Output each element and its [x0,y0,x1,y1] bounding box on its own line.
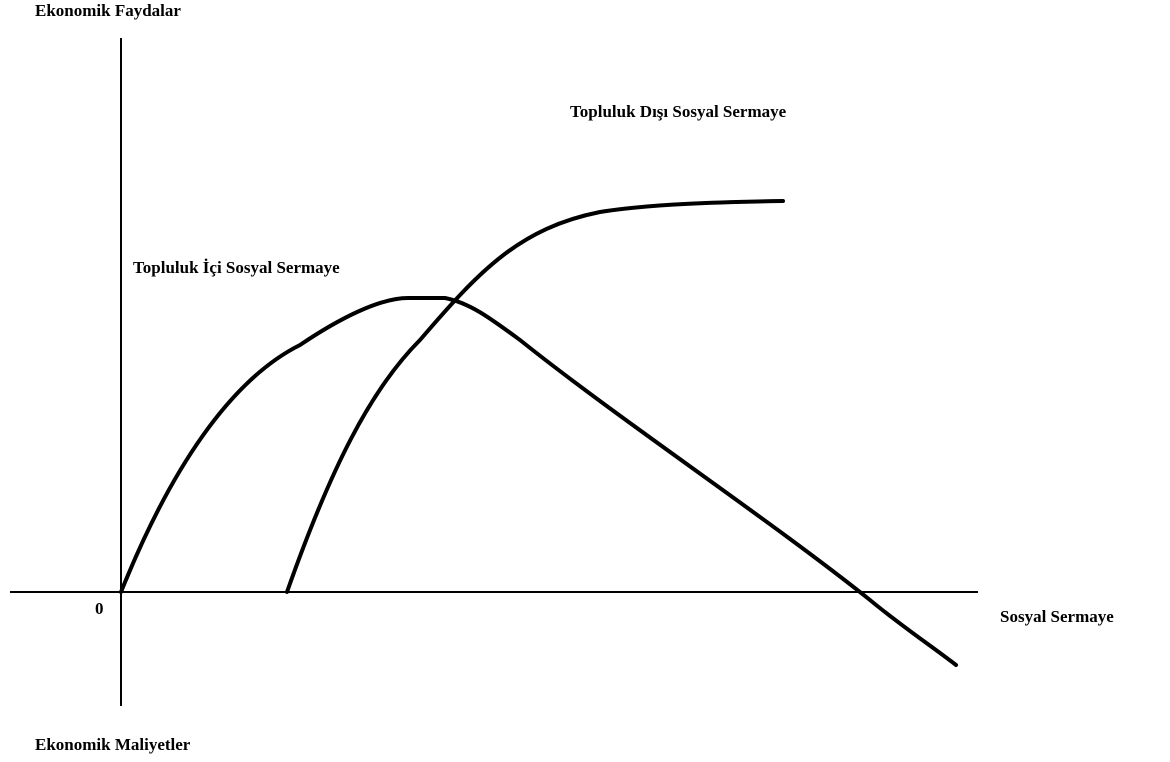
inside-capital-curve-label: Topluluk İçi Sosyal Sermaye [133,258,340,277]
inside-capital-curve [119,296,958,667]
y-axis-top-label: Ekonomik Faydalar [35,1,181,20]
y-axis-bottom-label: Ekonomik Maliyetler [35,735,191,754]
x-axis-label: Sosyal Sermaye [1000,607,1114,626]
outside-capital-curve [285,199,785,594]
outside-capital-curve-label: Topluluk Dışı Sosyal Sermaye [570,102,787,121]
origin-label: 0 [95,599,104,618]
